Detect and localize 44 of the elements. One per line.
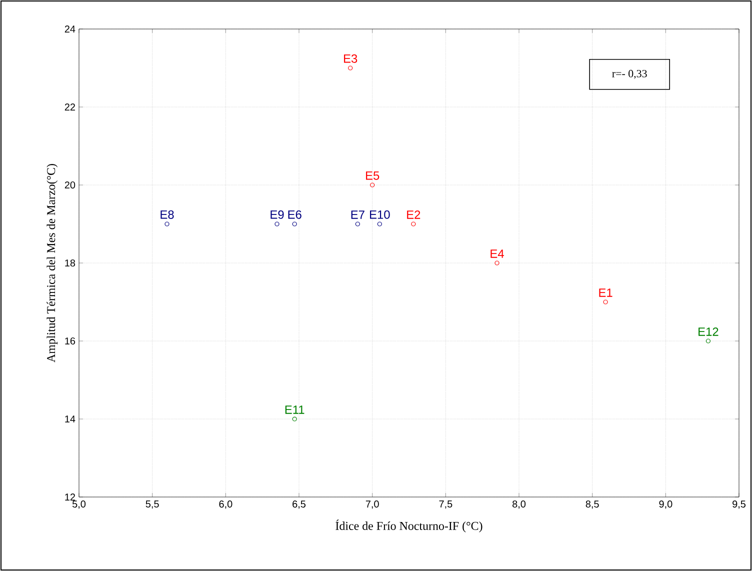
y-tick-label: 18 (65, 259, 76, 267)
y-tick-label: 20 (64, 181, 76, 189)
point (274, 222, 280, 226)
point (411, 222, 416, 226)
annotation: E9 (270, 210, 284, 219)
y-axis-title: Amplitud Térmica del Mes de Marzo(°C) (46, 164, 58, 362)
x-tick-label: 6,0 (219, 500, 232, 509)
y-tick-label: 24 (64, 26, 76, 32)
annotation: r=- 0,33 (612, 70, 647, 79)
x-tick-label: 6,5 (292, 500, 306, 509)
annotation: E3 (344, 54, 358, 63)
point (292, 416, 297, 422)
annotation: E4 (490, 250, 504, 258)
point (706, 338, 710, 344)
annotation: E11 (285, 406, 304, 414)
annotation: E2 (407, 210, 420, 219)
annotation: E8 (160, 210, 174, 219)
annotation: E1 (599, 288, 612, 297)
x-tick-label: 5,5 (146, 500, 159, 509)
x-tick-label: 5,0 (72, 500, 86, 509)
point (292, 222, 297, 226)
x-tick-label: 7,0 (366, 500, 379, 509)
x-tick-label: 9,5 (732, 500, 746, 509)
annotation: E12 (698, 327, 718, 336)
x-axis-title: Ídice de Frío Nocturno-IF (°C) (336, 520, 482, 532)
point (355, 222, 360, 226)
annotation: E6 (288, 210, 302, 219)
x-tick-label: 9,0 (659, 500, 672, 509)
point (494, 260, 500, 266)
y-tick-label: 12 (65, 494, 75, 500)
point (348, 66, 353, 70)
point (370, 182, 375, 188)
y-tick-label: 14 (65, 416, 76, 422)
x-tick-label: 8,5 (586, 500, 599, 509)
annotation: E7 (351, 210, 364, 219)
point (603, 300, 608, 304)
x-tick-label: 7,5 (439, 500, 452, 509)
y-tick-label: 16 (65, 337, 76, 345)
point (164, 222, 170, 226)
annotation: E10 (370, 210, 390, 219)
annotation: E5 (366, 171, 380, 180)
point (377, 222, 382, 226)
y-tick-label: 22 (64, 104, 75, 110)
x-tick-label: 8,0 (512, 500, 526, 509)
